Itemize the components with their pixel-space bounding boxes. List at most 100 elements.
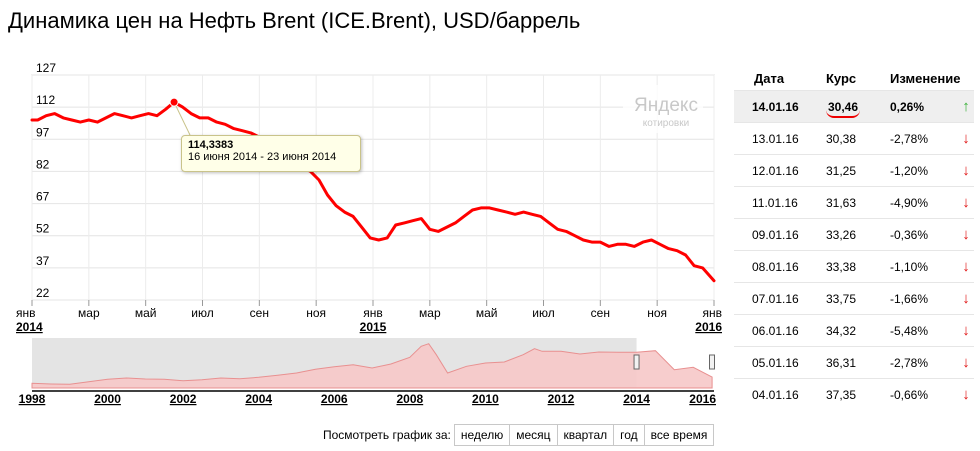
- price-series-line: [30, 100, 716, 283]
- x-tick-label: ноя: [306, 306, 326, 320]
- cell-rate: 34,32: [826, 323, 857, 338]
- arrow-up-icon: ↑: [962, 98, 970, 115]
- table-row[interactable]: 13.01.16 30,38 -2,78% ↓: [734, 122, 974, 154]
- cell-change: -1,10%: [890, 259, 929, 274]
- period-selector: Посмотреть график за: неделю месяц кварт…: [323, 424, 715, 446]
- arrow-down-icon: ↓: [962, 258, 970, 275]
- table-row[interactable]: 08.01.16 33,38 -1,10% ↓: [734, 250, 974, 282]
- navigator-handle[interactable]: [709, 354, 715, 370]
- y-tick-label: 37: [36, 254, 50, 268]
- table-row[interactable]: 05.01.16 36,31 -2,78% ↓: [734, 346, 974, 378]
- period-all-time-button[interactable]: все время: [643, 424, 715, 446]
- period-label: Посмотреть график за:: [323, 428, 451, 442]
- navigator-year-label: 2006: [321, 392, 348, 406]
- navigator-year-label: 2016: [689, 392, 716, 406]
- cell-date: 13.01.16: [752, 131, 799, 146]
- logo-subtext: котировки: [643, 118, 689, 129]
- x-tick-label: июл: [191, 306, 213, 320]
- y-tick-label: 67: [36, 190, 50, 204]
- arrow-down-icon: ↓: [962, 322, 970, 339]
- y-tick-label: 97: [36, 125, 50, 139]
- header-rate: Курс: [826, 70, 857, 86]
- table-row[interactable]: 09.01.16 33,26 -0,36% ↓: [734, 218, 974, 250]
- cell-date: 06.01.16: [752, 323, 799, 338]
- header-change: Изменение: [890, 70, 961, 86]
- navigator-area: [31, 343, 713, 389]
- cell-date: 05.01.16: [752, 355, 799, 370]
- cell-rate: 37,35: [826, 387, 857, 402]
- cell-change: -0,36%: [890, 227, 929, 242]
- x-tick-label: мар: [419, 306, 441, 320]
- cell-change: -5,48%: [890, 323, 929, 338]
- x-tick-label: май: [476, 306, 498, 320]
- navigator-year-label: 1998: [19, 392, 46, 406]
- navigator-handle[interactable]: [633, 354, 640, 370]
- tooltip-period: 16 июня 2014 - 23 июня 2014: [188, 151, 337, 163]
- x-tick-label: ноя: [647, 306, 667, 320]
- arrow-down-icon: ↓: [962, 226, 970, 243]
- x-tick-label: янв: [363, 306, 383, 320]
- cell-rate: 33,26: [826, 227, 857, 242]
- table-row[interactable]: 12.01.16 31,25 -1,20% ↓: [734, 154, 974, 186]
- period-quarter-button[interactable]: квартал: [556, 424, 615, 446]
- cell-rate: 31,25: [826, 163, 857, 178]
- period-month-button[interactable]: месяц: [509, 424, 558, 446]
- cell-rate: 36,31: [826, 355, 857, 370]
- cell-rate: 30,46: [820, 99, 880, 118]
- cell-date: 07.01.16: [752, 291, 799, 306]
- y-tick-label: 82: [36, 157, 50, 171]
- quotes-table: Дата Курс Изменение 14.01.16 30,46 0,26%…: [734, 66, 974, 410]
- tooltip-value: 114,3383: [188, 139, 234, 151]
- arrow-down-icon: ↓: [962, 290, 970, 307]
- cell-date: 14.01.16: [752, 99, 799, 114]
- x-tick-label: мар: [78, 306, 100, 320]
- cell-change: -0,66%: [890, 387, 929, 402]
- x-tick-label: май: [135, 306, 157, 320]
- chart-tooltip: 114,3383 16 июня 2014 - 23 июня 2014: [181, 135, 361, 172]
- header-date: Дата: [754, 70, 785, 86]
- table-row[interactable]: 07.01.16 33,75 -1,66% ↓: [734, 282, 974, 314]
- arrow-down-icon: ↓: [962, 354, 970, 371]
- table-row[interactable]: 06.01.16 34,32 -5,48% ↓: [734, 314, 974, 346]
- yandex-logo: Яндекс котировки: [623, 85, 703, 133]
- page-title: Динамика цен на Нефть Brent (ICE.Brent),…: [8, 8, 581, 33]
- y-tick-label: 22: [36, 286, 50, 300]
- navigator-year-label: 2014: [623, 392, 650, 406]
- navigator-year-label: 2004: [245, 392, 272, 406]
- navigator-year-label: 2012: [548, 392, 575, 406]
- cell-change: -2,78%: [890, 131, 929, 146]
- period-week-button[interactable]: неделю: [453, 424, 511, 446]
- arrow-down-icon: ↓: [962, 162, 970, 179]
- tooltip-pointer: [173, 101, 191, 136]
- navigator-chart[interactable]: 1998 2000 2002 2004 2006 2008 2010 2012 2014 2016: [0, 333, 730, 413]
- table-row[interactable]: 14.01.16 30,46 0,26% ↑: [734, 90, 974, 122]
- cell-change: -1,20%: [890, 163, 929, 178]
- table-header: Дата Курс Изменение: [734, 66, 974, 90]
- navigator-year-label: 2000: [94, 392, 121, 406]
- navigator-year-label: 2010: [472, 392, 499, 406]
- cell-rate: 30,38: [826, 131, 857, 146]
- logo-text: Яндекс: [634, 95, 698, 116]
- y-tick-label: 112: [36, 93, 55, 107]
- arrow-down-icon: ↓: [962, 130, 970, 147]
- cell-rate: 33,75: [826, 291, 857, 306]
- cell-date: 09.01.16: [752, 227, 799, 242]
- y-tick-label: 127: [36, 61, 56, 75]
- x-tick-label: янв: [16, 306, 36, 320]
- cell-rate: 31,63: [826, 195, 857, 210]
- table-row[interactable]: 04.01.16 37,35 -0,66% ↓: [734, 378, 974, 410]
- cell-change: -4,90%: [890, 195, 929, 210]
- x-tick-label: сен: [591, 306, 610, 320]
- x-tick-year-label: 2014: [16, 320, 43, 334]
- arrow-down-icon: ↓: [962, 386, 970, 403]
- highlight-point: [169, 97, 179, 107]
- cell-change: -2,78%: [890, 355, 929, 370]
- navigator-year-label: 2002: [170, 392, 197, 406]
- cell-date: 08.01.16: [752, 259, 799, 274]
- cell-date: 04.01.16: [752, 387, 799, 402]
- x-tick-label: янв: [703, 306, 723, 320]
- period-year-button[interactable]: год: [613, 424, 645, 446]
- table-row[interactable]: 11.01.16 31,63 -4,90% ↓: [734, 186, 974, 218]
- x-tick-label: сен: [250, 306, 269, 320]
